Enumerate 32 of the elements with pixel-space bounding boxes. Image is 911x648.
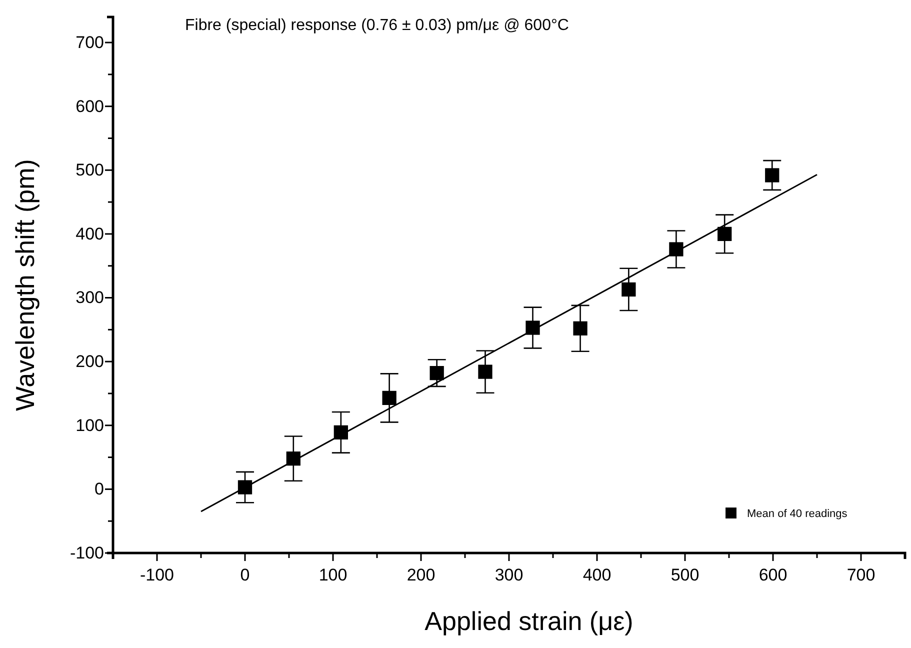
point [478,364,492,379]
point [382,390,396,406]
x-tick-label: -100 [140,566,174,585]
point [669,242,684,256]
x-tick-label: 600 [758,566,788,585]
x-tick-label: 700 [846,566,876,585]
y-tick-label: 200 [76,352,104,372]
y-tick-label: 500 [76,160,104,180]
point [526,320,540,335]
y-tick-label: 300 [76,288,104,308]
x-tick-label: 200 [406,566,436,585]
x-tick-label: 500 [670,566,700,585]
x-tick-label: 0 [240,566,250,585]
legend-label: Mean of 40 readings [747,508,848,520]
x-tick-label: 300 [494,566,524,585]
y-tick-label: 400 [76,224,104,244]
x-tick-label: 100 [318,566,348,585]
point [573,321,588,336]
chart-title: Fibre (special) response (0.76 ± 0.03) pm/με @ 600°C [185,17,569,34]
y-tick-label: 0 [94,480,104,499]
y-tick-label: -100 [70,543,104,562]
y-tick-label: 600 [76,96,104,116]
x-axis-title: Applied strain (με) [424,606,634,636]
y-tick-label: 100 [76,416,104,435]
point [238,480,252,494]
point [430,366,444,380]
point [718,226,732,242]
y-tick-label: 700 [76,32,104,52]
y-axis-title: Wavelength shift (pm) [10,159,40,411]
x-tick-label: 400 [582,566,612,585]
point [765,168,780,182]
point [622,282,636,297]
